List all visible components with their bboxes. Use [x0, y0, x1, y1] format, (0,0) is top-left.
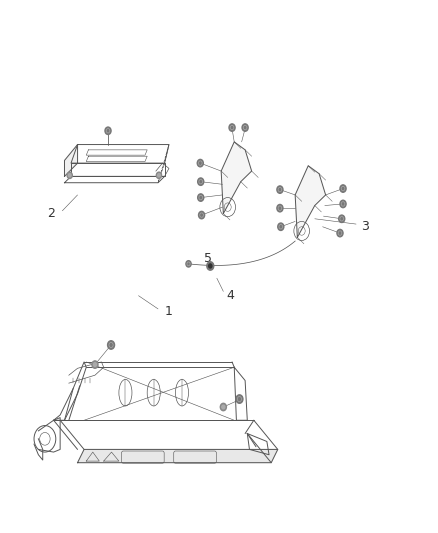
Circle shape: [222, 405, 225, 409]
Text: 2: 2: [47, 207, 55, 220]
Circle shape: [186, 261, 191, 267]
Circle shape: [340, 200, 346, 208]
Polygon shape: [295, 166, 325, 237]
Circle shape: [340, 185, 346, 192]
Circle shape: [236, 395, 243, 403]
Circle shape: [220, 403, 226, 411]
Circle shape: [207, 262, 214, 270]
Polygon shape: [78, 449, 278, 463]
Polygon shape: [221, 142, 252, 214]
Circle shape: [158, 174, 160, 177]
Circle shape: [229, 124, 235, 131]
Circle shape: [242, 124, 248, 131]
Circle shape: [105, 127, 111, 134]
Polygon shape: [64, 144, 78, 176]
Circle shape: [68, 174, 71, 177]
Circle shape: [198, 178, 204, 185]
Circle shape: [277, 186, 283, 193]
Circle shape: [92, 361, 98, 368]
Circle shape: [208, 264, 212, 268]
Text: 3: 3: [361, 220, 369, 233]
Text: 5: 5: [204, 252, 212, 265]
Circle shape: [156, 172, 162, 179]
Circle shape: [339, 215, 345, 222]
Circle shape: [67, 172, 72, 179]
Circle shape: [93, 363, 96, 367]
Circle shape: [278, 223, 284, 230]
Circle shape: [277, 205, 283, 212]
Text: 1: 1: [165, 305, 173, 318]
Circle shape: [337, 229, 343, 237]
Text: 4: 4: [226, 289, 234, 302]
Circle shape: [197, 159, 203, 167]
Circle shape: [198, 212, 205, 219]
Circle shape: [108, 341, 115, 349]
Circle shape: [198, 194, 204, 201]
